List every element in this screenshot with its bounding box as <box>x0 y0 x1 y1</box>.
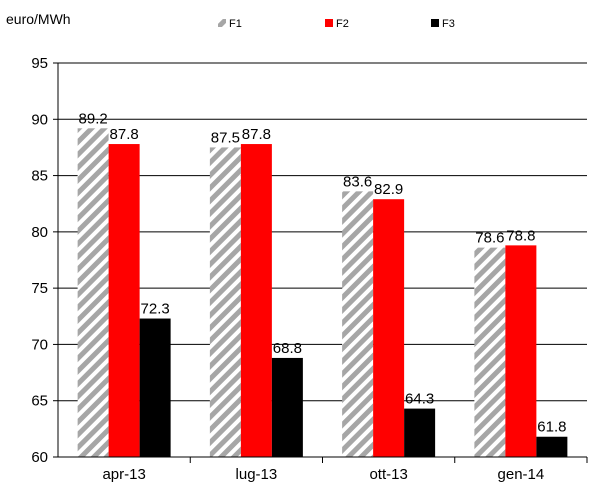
y-tick-label: 70 <box>31 336 48 353</box>
bar-f3-ott-13 <box>404 408 436 457</box>
bar-f1-apr-13 <box>77 128 109 457</box>
data-label: 78.8 <box>506 227 535 244</box>
legend: F1 F2 F3 <box>218 18 455 30</box>
bar-f3-lug-13 <box>271 357 303 457</box>
data-label: 61.8 <box>537 419 566 436</box>
legend-label-f2: F2 <box>336 18 349 30</box>
axes: 60 65 70 75 80 85 90 95 apr-13 lug-13 ott-13 gen-14 <box>31 55 588 483</box>
bar-f1-ott-13 <box>342 191 374 457</box>
data-label: 82.9 <box>374 181 403 198</box>
legend-swatch-f3 <box>431 19 439 27</box>
y-unit-label: euro/MWh <box>6 11 71 27</box>
data-label: 78.6 <box>475 230 504 247</box>
bar-f2-gen-14 <box>505 245 537 457</box>
data-label: 72.3 <box>141 301 170 318</box>
bars <box>77 128 568 457</box>
data-label: 87.5 <box>211 129 240 146</box>
bar-f2-lug-13 <box>240 144 272 457</box>
data-label: 64.3 <box>405 391 434 408</box>
x-tick-label: gen-14 <box>498 466 545 483</box>
data-label: 89.2 <box>79 110 108 127</box>
x-tick-label: ott-13 <box>369 466 407 483</box>
y-tick-label: 65 <box>31 393 48 410</box>
x-tick-label: apr-13 <box>102 466 145 483</box>
y-tick-label: 75 <box>31 280 48 297</box>
bar-f2-ott-13 <box>373 199 405 457</box>
y-tick-label: 90 <box>31 111 48 128</box>
x-tick-label: lug-13 <box>236 466 278 483</box>
bar-f1-gen-14 <box>474 247 506 457</box>
data-label: 87.8 <box>110 126 139 143</box>
bar-f3-apr-13 <box>139 318 171 457</box>
bar-f2-apr-13 <box>108 144 140 457</box>
y-tick-label: 60 <box>31 449 48 466</box>
bar-f3-gen-14 <box>536 436 568 457</box>
data-label: 87.8 <box>242 126 271 143</box>
y-tick-label: 80 <box>31 224 48 241</box>
legend-label-f3: F3 <box>442 18 455 30</box>
data-label: 83.6 <box>343 173 372 190</box>
legend-swatch-f1 <box>218 19 226 27</box>
legend-label-f1: F1 <box>229 18 242 30</box>
bar-f1-lug-13 <box>209 147 241 457</box>
value-labels: 89.287.872.387.5 87.868.883.6 82.964.378.6… <box>79 110 567 435</box>
legend-swatch-f2 <box>325 19 333 27</box>
y-tick-label: 85 <box>31 168 48 185</box>
y-tick-label: 95 <box>31 55 48 72</box>
data-label: 68.8 <box>273 340 302 357</box>
